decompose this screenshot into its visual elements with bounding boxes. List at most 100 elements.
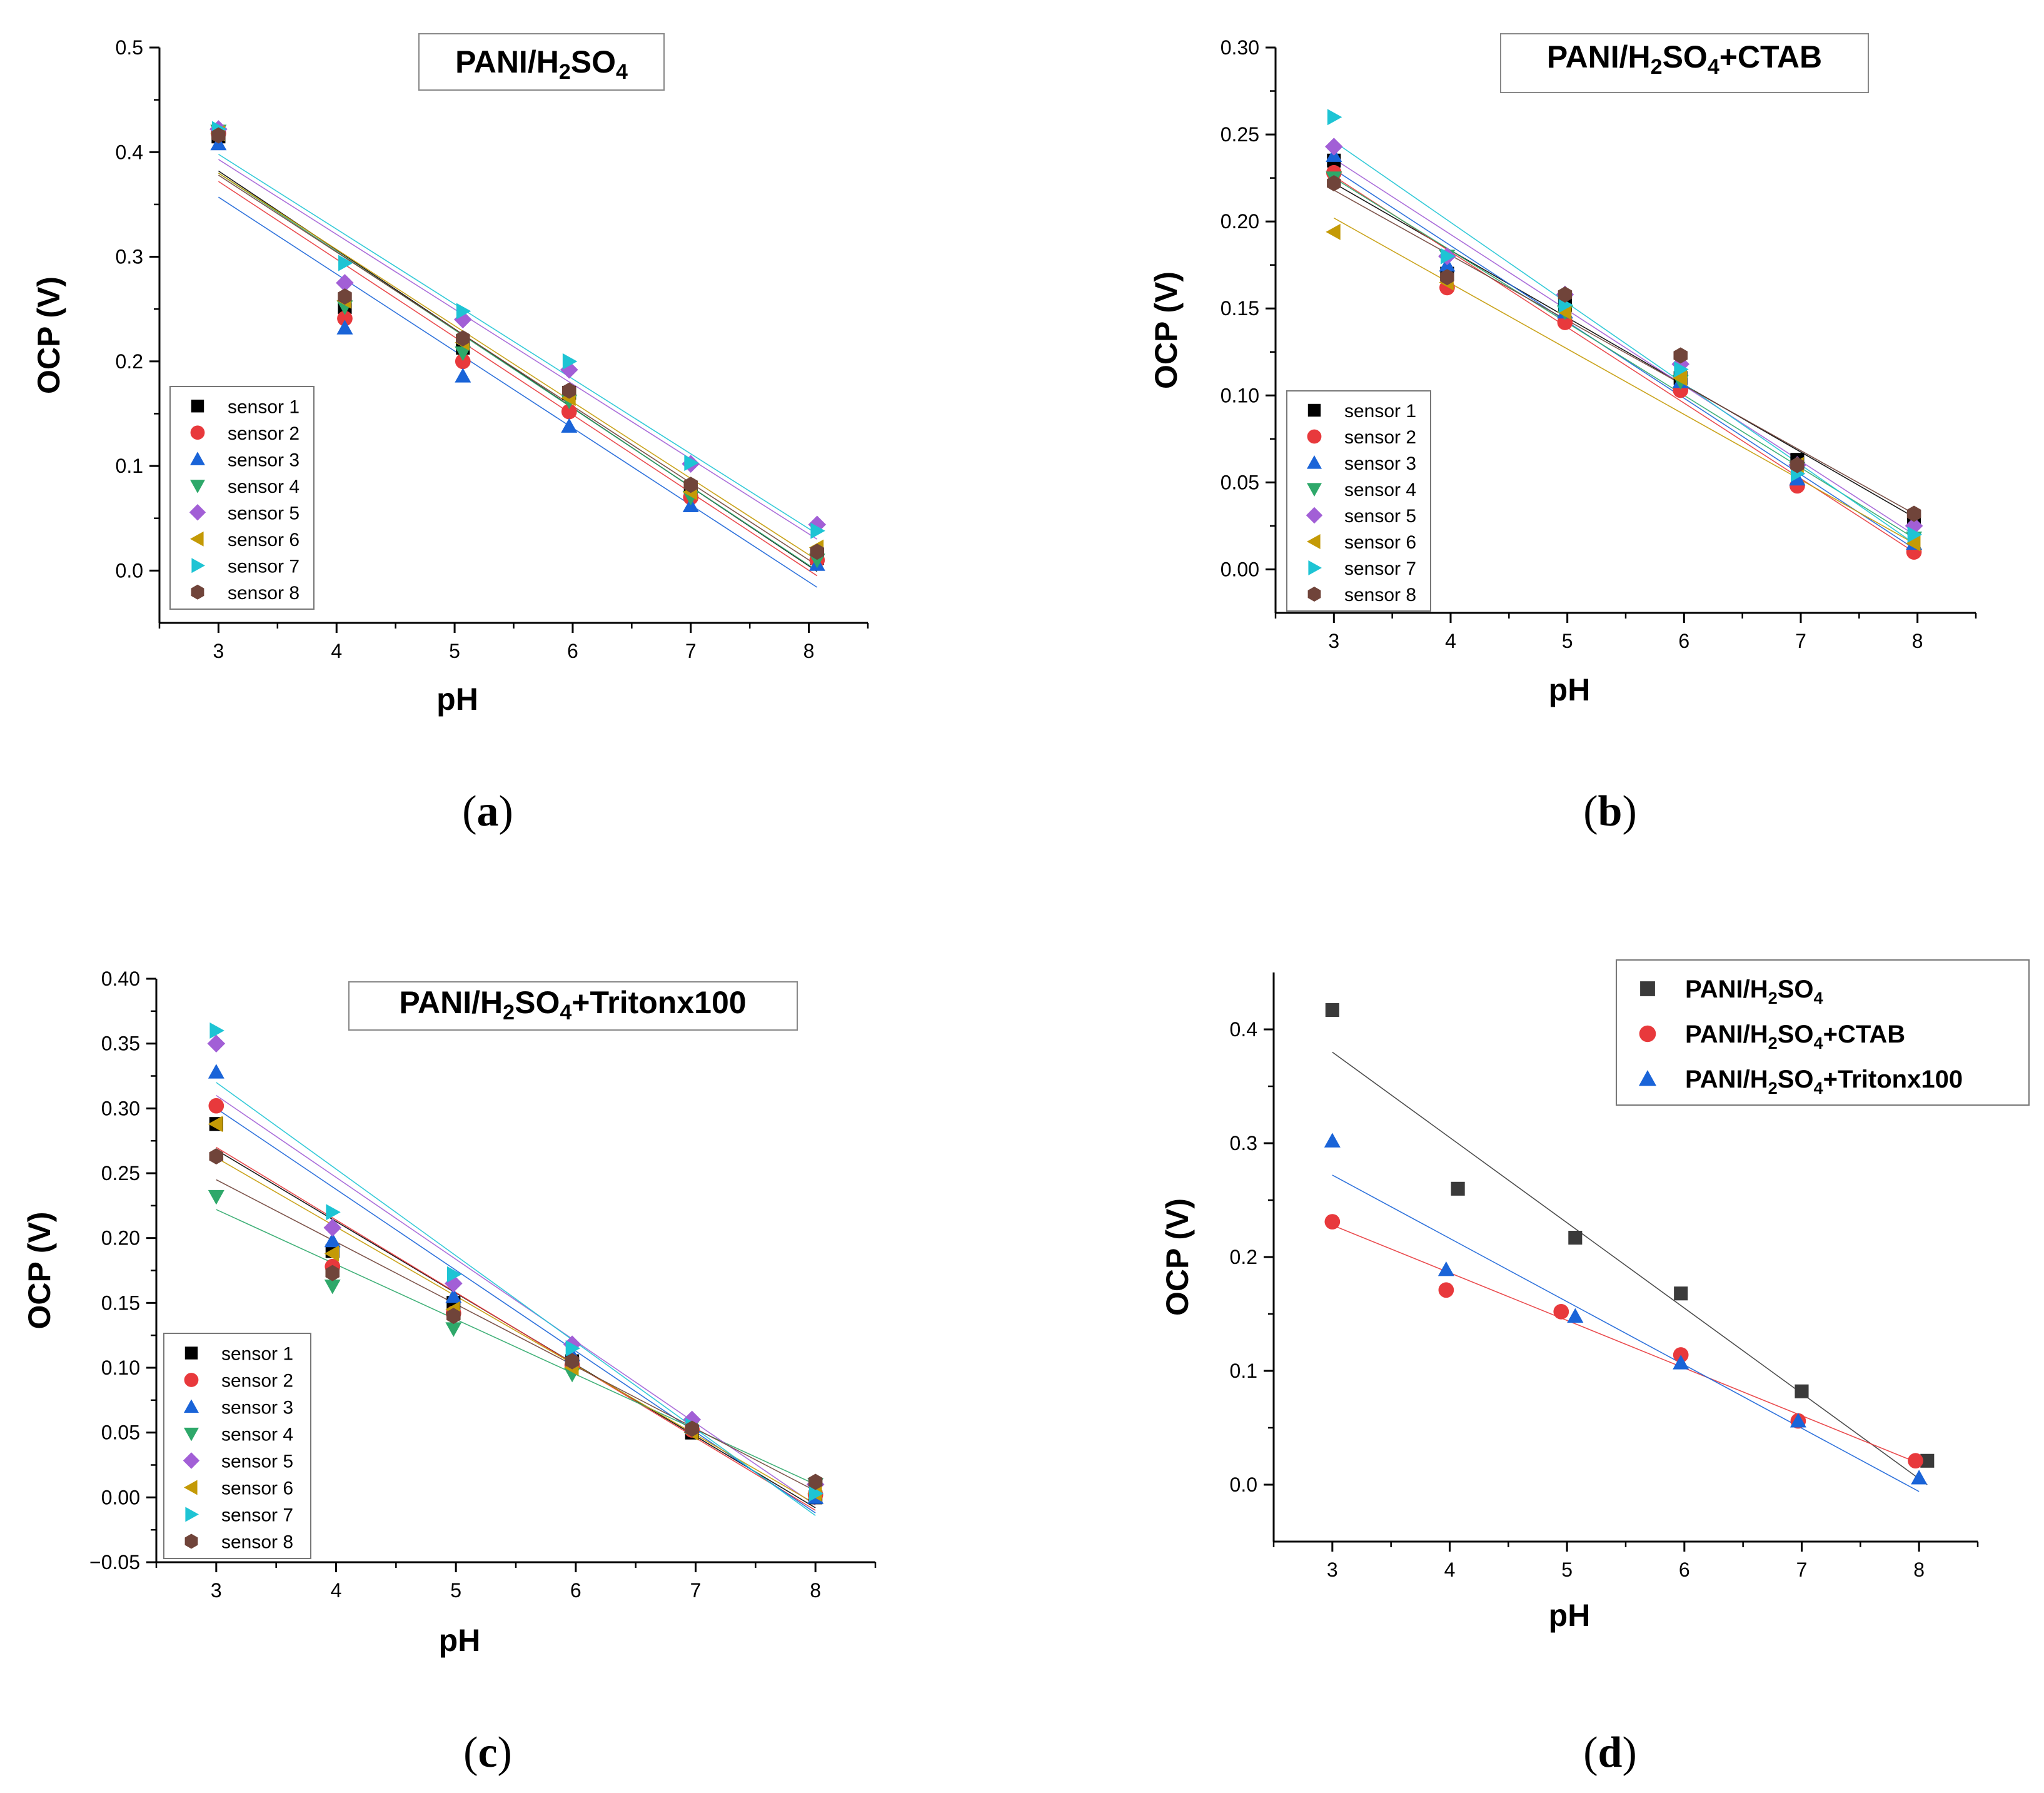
x-tick-label: 4 xyxy=(1445,630,1456,652)
legend-label: sensor 6 xyxy=(1344,532,1416,553)
legend-label: PANI/H2SO4+Tritonx100 xyxy=(1685,1066,1963,1098)
title-box xyxy=(348,981,798,1031)
y-tick-label: 0.20 xyxy=(101,1227,140,1250)
panel-c: 3 4 5 6 7 8 −0.05 0.00 0.05 0.10 0.15 0.20 0.25 0.30 0… xyxy=(22,967,877,1777)
panel-title: PANI/H2SO4 xyxy=(455,44,628,84)
fit-line-5 xyxy=(218,159,818,540)
y-axis-title: OCP (V) xyxy=(1149,271,1184,389)
data-point xyxy=(1795,1384,1809,1398)
data-point xyxy=(207,1034,226,1053)
data-point xyxy=(324,1279,341,1295)
data-point xyxy=(456,330,470,347)
y-tick-label: 0.30 xyxy=(101,1097,140,1119)
x-tick-label: 7 xyxy=(1796,1558,1808,1581)
fit-line-2 xyxy=(1332,1225,1916,1463)
legend-marker xyxy=(190,452,205,465)
y-tick-label: 0.00 xyxy=(1221,558,1259,580)
data-point xyxy=(1911,1470,1928,1485)
data-point xyxy=(1905,517,1923,535)
legend-marker xyxy=(1307,587,1321,602)
x-axis-title: pH xyxy=(439,1623,481,1658)
data-point xyxy=(455,368,471,383)
y-tick-label: 0.0 xyxy=(116,559,143,582)
legend-marker xyxy=(185,1507,199,1522)
x-tick-label: 4 xyxy=(1444,1558,1456,1581)
panel-caption: (a) xyxy=(462,787,513,836)
legend-marker xyxy=(191,558,205,573)
data-point xyxy=(1906,535,1921,552)
legend-label: sensor 1 xyxy=(221,1344,293,1365)
y-tick-label: 0.05 xyxy=(101,1422,140,1444)
x-axis-title: pH xyxy=(1549,1598,1591,1633)
legend-label: sensor 4 xyxy=(1344,480,1416,500)
x-axis-title: pH xyxy=(436,682,478,717)
y-tick-label: −0.05 xyxy=(89,1551,140,1573)
panel-b: 3 4 5 6 7 8 0.00 0.05 0.10 0.15 0.20 0.25 0.30 pH OCP … xyxy=(1149,33,1977,836)
x-tick-label: 8 xyxy=(810,1579,821,1602)
panel-a: 3 4 5 6 7 8 0.0 0.1 0.2 0.3 0.4 0.5 pH OCP (V) PANI/H2… xyxy=(31,33,869,836)
data-point xyxy=(1438,1282,1454,1298)
x-tick-label: 5 xyxy=(450,1579,461,1602)
y-tick-label: 0.15 xyxy=(101,1291,140,1314)
legend-marker xyxy=(191,400,204,413)
x-tick-label: 6 xyxy=(567,640,578,662)
legend-label: sensor 7 xyxy=(1344,558,1416,579)
legend-label: sensor 8 xyxy=(228,583,300,604)
fit-line-3 xyxy=(216,1108,816,1513)
fit-line-2 xyxy=(218,181,818,577)
data-point xyxy=(455,346,471,361)
data-point xyxy=(1674,361,1689,378)
x-tick-label: 3 xyxy=(1328,630,1339,652)
data-point xyxy=(324,1232,341,1248)
legend-label: sensor 3 xyxy=(1344,453,1416,474)
data-point xyxy=(338,288,352,305)
data-point xyxy=(562,353,578,370)
legend-box xyxy=(163,1333,311,1559)
x-tick-label: 7 xyxy=(685,640,697,662)
fit-line-8 xyxy=(216,1179,816,1492)
fit-line-5 xyxy=(1333,158,1915,535)
y-tick-label: 0.15 xyxy=(1221,297,1259,320)
y-tick-label: 0.40 xyxy=(101,967,140,990)
data-point xyxy=(561,403,577,420)
legend-label: sensor 5 xyxy=(228,503,300,523)
legend-label: sensor 3 xyxy=(228,450,300,470)
data-point xyxy=(445,1288,462,1303)
y-tick-label: 0.00 xyxy=(101,1486,140,1508)
data-point xyxy=(808,1485,824,1502)
fit-line-2 xyxy=(216,1146,816,1511)
y-tick-label: 0.25 xyxy=(101,1162,140,1184)
legend-marker xyxy=(189,504,206,521)
x-tick-label: 3 xyxy=(1327,1558,1338,1581)
legend-box xyxy=(1616,959,2030,1106)
panel-caption: (c) xyxy=(463,1729,512,1777)
fit-line-8 xyxy=(218,174,818,566)
data-point xyxy=(565,1340,581,1356)
data-point xyxy=(1674,1286,1688,1301)
fit-line-7 xyxy=(1333,141,1915,544)
x-tick-label: 8 xyxy=(1913,1558,1925,1581)
x-tick-label: 7 xyxy=(1795,630,1806,652)
fit-line-7 xyxy=(218,153,818,535)
panel-title: PANI/H2SO4+CTAB xyxy=(1547,39,1822,79)
data-point xyxy=(208,1116,223,1133)
data-point xyxy=(455,353,471,370)
data-point xyxy=(211,127,226,144)
legend-marker xyxy=(1306,507,1323,524)
legend-label: sensor 2 xyxy=(221,1371,293,1391)
fit-line-8 xyxy=(1333,189,1915,515)
legend-marker xyxy=(1307,534,1321,549)
y-axis-title: OCP (V) xyxy=(31,276,66,394)
data-point xyxy=(1907,526,1923,543)
fit-line-4 xyxy=(218,173,818,572)
y-tick-label: 0.2 xyxy=(116,350,143,373)
x-tick-label: 6 xyxy=(570,1579,581,1602)
legend-marker xyxy=(184,1399,199,1413)
y-tick-label: 0.30 xyxy=(1221,36,1259,59)
data-point xyxy=(561,382,576,399)
legend-label: sensor 2 xyxy=(1344,427,1416,448)
y-tick-label: 0.0 xyxy=(1230,1473,1257,1496)
data-point xyxy=(326,1204,341,1221)
legend-marker xyxy=(184,1427,199,1442)
